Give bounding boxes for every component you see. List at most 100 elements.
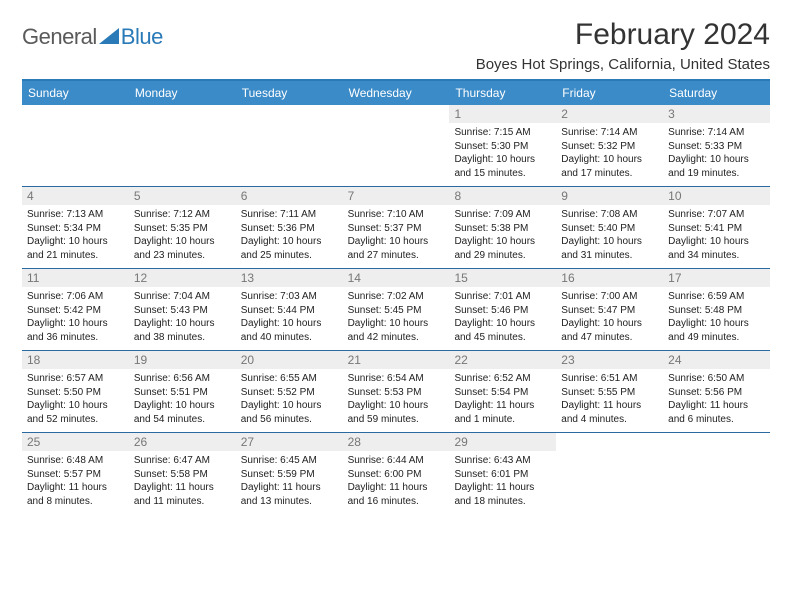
day-cell [663,433,770,514]
day-cell: 15 Sunrise: 7:01 AMSunset: 5:46 PMDayligh… [449,269,556,350]
day-cell: 9Sunrise: 7:08 AMSunset: 5:40 PMDaylight… [556,187,663,268]
day-cell [22,105,129,186]
day-details: Sunrise: 7:11 AMSunset: 5:36 PMDaylight:… [241,208,338,262]
day-details: Sunrise: 6:59 AMSunset: 5:48 PMDaylight:… [668,290,765,344]
day-details: Sunrise: 6:43 AMSunset: 6:01 PMDaylight:… [454,454,551,508]
day-number: 15 [449,269,556,287]
day-cell: 11 Sunrise: 7:06 AMSunset: 5:42 PMDayligh… [22,269,129,350]
day-number: 10 [663,187,770,205]
day-number: 16 [556,269,663,287]
week-row: 4 Sunrise: 7:13 AMSunset: 5:34 PMDaylight… [22,187,770,269]
day-number: 5 [129,187,236,205]
week-row: 25 Sunrise: 6:48 AMSunset: 5:57 PMDayligh… [22,433,770,514]
day-details: Sunrise: 6:51 AMSunset: 5:55 PMDaylight:… [561,372,658,426]
day-details: Sunrise: 6:52 AMSunset: 5:54 PMDaylight:… [454,372,551,426]
day-details: Sunrise: 7:14 AMSunset: 5:32 PMDaylight:… [561,126,658,180]
day-header-row: SundayMondayTuesdayWednesdayThursdayFrid… [22,81,770,105]
day-number: 29 [449,433,556,451]
day-cell: 3 Sunrise: 7:14 AMSunset: 5:33 PMDaylight… [663,105,770,186]
day-details: Sunrise: 6:56 AMSunset: 5:51 PMDaylight:… [134,372,231,426]
day-number: 23 [556,351,663,369]
day-details: Sunrise: 7:04 AMSunset: 5:43 PMDaylight:… [134,290,231,344]
day-number: 2 [556,105,663,123]
day-number: 13 [236,269,343,287]
day-cell: 26 Sunrise: 6:47 AMSunset: 5:58 PMDayligh… [129,433,236,514]
location-text: Boyes Hot Springs, California, United St… [476,56,770,73]
day-cell: 22 Sunrise: 6:52 AMSunset: 5:54 PMDayligh… [449,351,556,432]
day-cell: 25 Sunrise: 6:48 AMSunset: 5:57 PMDayligh… [22,433,129,514]
week-row: 11 Sunrise: 7:06 AMSunset: 5:42 PMDayligh… [22,269,770,351]
day-cell: 5 Sunrise: 7:12 AMSunset: 5:35 PMDaylight… [129,187,236,268]
day-number: 24 [663,351,770,369]
header: General Blue February 2024 Boyes Hot Spr… [22,18,770,73]
day-header: Wednesday [343,81,450,105]
day-cell: 23 Sunrise: 6:51 AMSunset: 5:55 PMDayligh… [556,351,663,432]
day-number: 9 [556,187,663,205]
day-cell [129,105,236,186]
day-number: 3 [663,105,770,123]
day-number: 6 [236,187,343,205]
day-cell: 17 Sunrise: 6:59 AMSunset: 5:48 PMDayligh… [663,269,770,350]
day-details: Sunrise: 7:03 AMSunset: 5:44 PMDaylight:… [241,290,338,344]
day-cell: 24Sunrise: 6:50 AMSunset: 5:56 PMDayligh… [663,351,770,432]
title-block: February 2024 Boyes Hot Springs, Califor… [476,18,770,73]
day-number: 21 [343,351,450,369]
weeks-container: 1 Sunrise: 7:15 AMSunset: 5:30 PMDaylight… [22,105,770,514]
day-details: Sunrise: 7:15 AMSunset: 5:30 PMDaylight:… [454,126,551,180]
day-header: Tuesday [236,81,343,105]
day-number: 4 [22,187,129,205]
day-details: Sunrise: 6:44 AMSunset: 6:00 PMDaylight:… [348,454,445,508]
day-header: Friday [556,81,663,105]
day-cell [236,105,343,186]
day-cell: 27 Sunrise: 6:45 AMSunset: 5:59 PMDayligh… [236,433,343,514]
day-details: Sunrise: 6:54 AMSunset: 5:53 PMDaylight:… [348,372,445,426]
day-cell: 2 Sunrise: 7:14 AMSunset: 5:32 PMDaylight… [556,105,663,186]
week-row: 18Sunrise: 6:57 AMSunset: 5:50 PMDayligh… [22,351,770,433]
day-header: Saturday [663,81,770,105]
day-cell: 29 Sunrise: 6:43 AMSunset: 6:01 PMDayligh… [449,433,556,514]
day-details: Sunrise: 7:07 AMSunset: 5:41 PMDaylight:… [668,208,765,262]
day-cell: 20Sunrise: 6:55 AMSunset: 5:52 PMDayligh… [236,351,343,432]
day-details: Sunrise: 7:00 AMSunset: 5:47 PMDaylight:… [561,290,658,344]
day-header: Thursday [449,81,556,105]
day-number: 19 [129,351,236,369]
day-cell: 6 Sunrise: 7:11 AMSunset: 5:36 PMDaylight… [236,187,343,268]
day-details: Sunrise: 7:02 AMSunset: 5:45 PMDaylight:… [348,290,445,344]
logo-text-general: General [22,24,97,50]
day-details: Sunrise: 7:13 AMSunset: 5:34 PMDaylight:… [27,208,124,262]
day-cell: 4 Sunrise: 7:13 AMSunset: 5:34 PMDaylight… [22,187,129,268]
logo-text-blue: Blue [121,24,163,50]
logo: General Blue [22,24,163,50]
week-row: 1 Sunrise: 7:15 AMSunset: 5:30 PMDaylight… [22,105,770,187]
day-details: Sunrise: 7:01 AMSunset: 5:46 PMDaylight:… [454,290,551,344]
day-cell: 14 Sunrise: 7:02 AMSunset: 5:45 PMDayligh… [343,269,450,350]
day-number: 12 [129,269,236,287]
day-details: Sunrise: 7:06 AMSunset: 5:42 PMDaylight:… [27,290,124,344]
day-number: 17 [663,269,770,287]
day-cell: 10 Sunrise: 7:07 AMSunset: 5:41 PMDayligh… [663,187,770,268]
day-cell: 1 Sunrise: 7:15 AMSunset: 5:30 PMDaylight… [449,105,556,186]
day-number: 20 [236,351,343,369]
day-cell [343,105,450,186]
day-details: Sunrise: 6:45 AMSunset: 5:59 PMDaylight:… [241,454,338,508]
day-cell: 18Sunrise: 6:57 AMSunset: 5:50 PMDayligh… [22,351,129,432]
day-details: Sunrise: 7:14 AMSunset: 5:33 PMDaylight:… [668,126,765,180]
day-number: 8 [449,187,556,205]
day-cell: 19 Sunrise: 6:56 AMSunset: 5:51 PMDayligh… [129,351,236,432]
day-details: Sunrise: 6:48 AMSunset: 5:57 PMDaylight:… [27,454,124,508]
day-number: 18 [22,351,129,369]
logo-triangle-icon [99,26,119,49]
day-number: 25 [22,433,129,451]
day-cell: 12 Sunrise: 7:04 AMSunset: 5:43 PMDayligh… [129,269,236,350]
day-details: Sunrise: 6:47 AMSunset: 5:58 PMDaylight:… [134,454,231,508]
day-number: 22 [449,351,556,369]
day-number: 26 [129,433,236,451]
day-details: Sunrise: 7:12 AMSunset: 5:35 PMDaylight:… [134,208,231,262]
day-number: 1 [449,105,556,123]
day-cell: 7Sunrise: 7:10 AMSunset: 5:37 PMDaylight… [343,187,450,268]
day-number: 11 [22,269,129,287]
day-number: 14 [343,269,450,287]
day-header: Sunday [22,81,129,105]
day-number: 27 [236,433,343,451]
day-cell: 28Sunrise: 6:44 AMSunset: 6:00 PMDayligh… [343,433,450,514]
